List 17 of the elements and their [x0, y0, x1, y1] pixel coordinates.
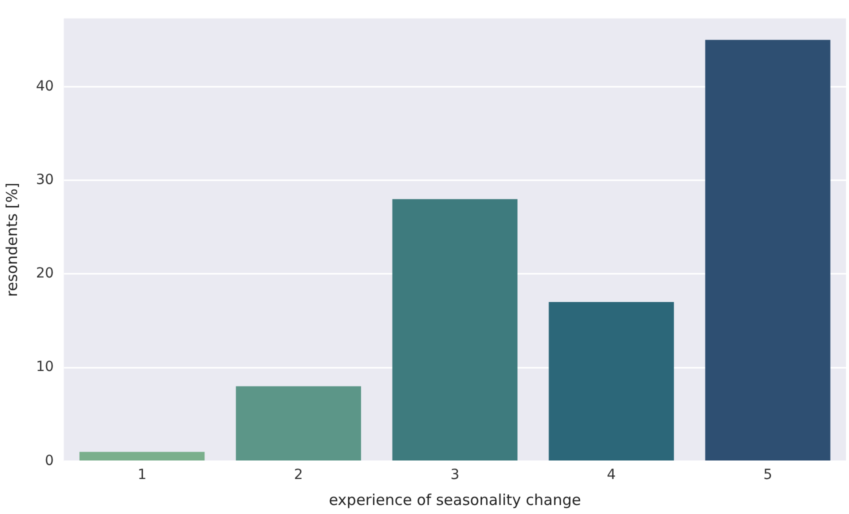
x-tick-label: 1	[138, 467, 146, 484]
x-tick-label: 4	[606, 467, 616, 484]
x-tick-label: 5	[763, 467, 772, 484]
x-tick-label: 3	[450, 467, 460, 484]
y-tick-label: 10	[36, 359, 54, 376]
bar	[392, 199, 518, 460]
bar	[705, 40, 830, 460]
bar	[548, 302, 674, 460]
x-tick-label: 2	[294, 467, 303, 484]
y-tick-label: 0	[44, 452, 54, 469]
bar	[236, 386, 362, 460]
y-tick-label: 20	[36, 266, 54, 282]
x-axis-title: experience of seasonality change	[328, 490, 581, 509]
bar	[79, 452, 205, 460]
y-tick-label: 40	[36, 78, 54, 94]
y-tick-label: 30	[36, 172, 54, 188]
y-axis-title: resondents [%]	[2, 182, 21, 297]
